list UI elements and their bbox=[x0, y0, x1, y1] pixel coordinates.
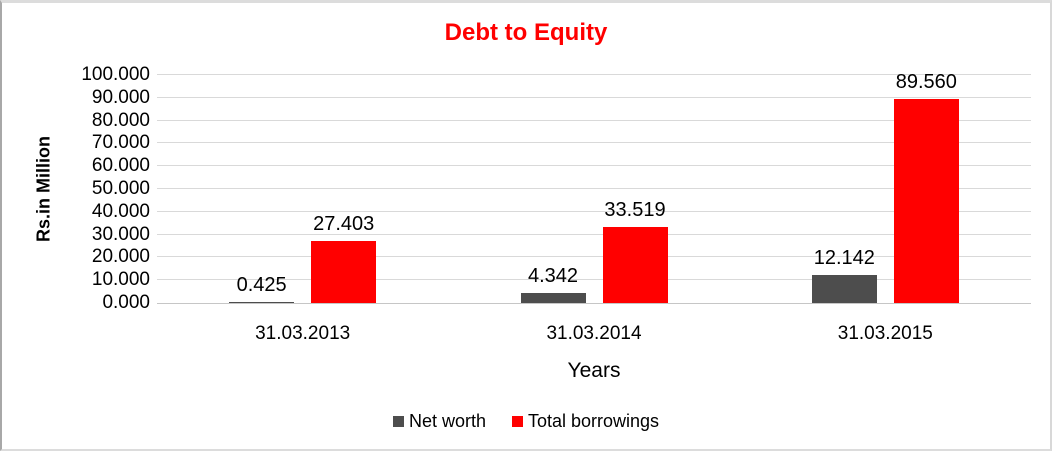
x-category-label: 31.03.2013 bbox=[255, 323, 351, 344]
y-tick-label: 20.000 bbox=[91, 246, 150, 268]
legend: Net worth Total borrowings bbox=[2, 411, 1050, 432]
gridline bbox=[157, 256, 1031, 258]
gridline bbox=[157, 188, 1031, 189]
gridline bbox=[157, 210, 1031, 212]
x-axis-line bbox=[157, 303, 1031, 304]
bar-value-label: 0.425 bbox=[236, 274, 287, 296]
bar-total-borrowings bbox=[602, 226, 668, 303]
gridline bbox=[157, 119, 1031, 121]
gridline bbox=[157, 96, 1031, 98]
x-axis-title: Years bbox=[567, 359, 621, 382]
y-tick-label: 0.000 bbox=[102, 292, 150, 313]
legend-label: Total borrowings bbox=[527, 411, 660, 431]
y-tick-label: 80.000 bbox=[91, 109, 150, 131]
y-tick-label: 50.000 bbox=[91, 178, 150, 199]
y-tick-label: 70.000 bbox=[91, 132, 150, 154]
bar-total-borrowings bbox=[311, 240, 377, 303]
y-tick-label: 30.000 bbox=[91, 223, 150, 245]
y-tick-label: 40.000 bbox=[91, 200, 150, 222]
legend-item-net-worth: Net worth bbox=[392, 411, 486, 432]
chart-title: Debt to Equity bbox=[444, 19, 608, 46]
gridline bbox=[157, 74, 1031, 75]
bar-net-worth bbox=[811, 275, 877, 303]
y-tick-label: 60.000 bbox=[91, 155, 150, 177]
legend-swatch-icon bbox=[392, 416, 404, 427]
gridline bbox=[157, 279, 1031, 281]
legend-swatch-icon bbox=[511, 416, 523, 427]
bar-value-label: 4.342 bbox=[527, 265, 579, 288]
bar-total-borrowings bbox=[893, 98, 959, 303]
plot-area: 0.425 27.403 4.342 33.519 12.142 89.560 bbox=[157, 71, 1031, 304]
x-category-label: 31.03.2014 bbox=[546, 323, 642, 344]
y-tick-label: 100.000 bbox=[81, 64, 150, 85]
y-tick-label: 10.000 bbox=[91, 269, 150, 291]
bar-net-worth bbox=[520, 293, 586, 303]
gridline bbox=[157, 233, 1031, 235]
bar-value-label: 33.519 bbox=[604, 198, 666, 221]
x-category-label: 31.03.2015 bbox=[837, 323, 933, 344]
bar-value-label: 89.560 bbox=[895, 70, 957, 93]
bar-value-label: 12.142 bbox=[813, 247, 875, 270]
legend-item-total-borrowings: Total borrowings bbox=[511, 411, 660, 432]
gridline bbox=[157, 142, 1031, 144]
bar-net-worth bbox=[229, 302, 295, 303]
gridline bbox=[157, 165, 1031, 167]
bar-value-label: 27.403 bbox=[313, 212, 375, 235]
legend-label: Net worth bbox=[408, 411, 486, 431]
y-tick-label: 90.000 bbox=[91, 86, 150, 108]
